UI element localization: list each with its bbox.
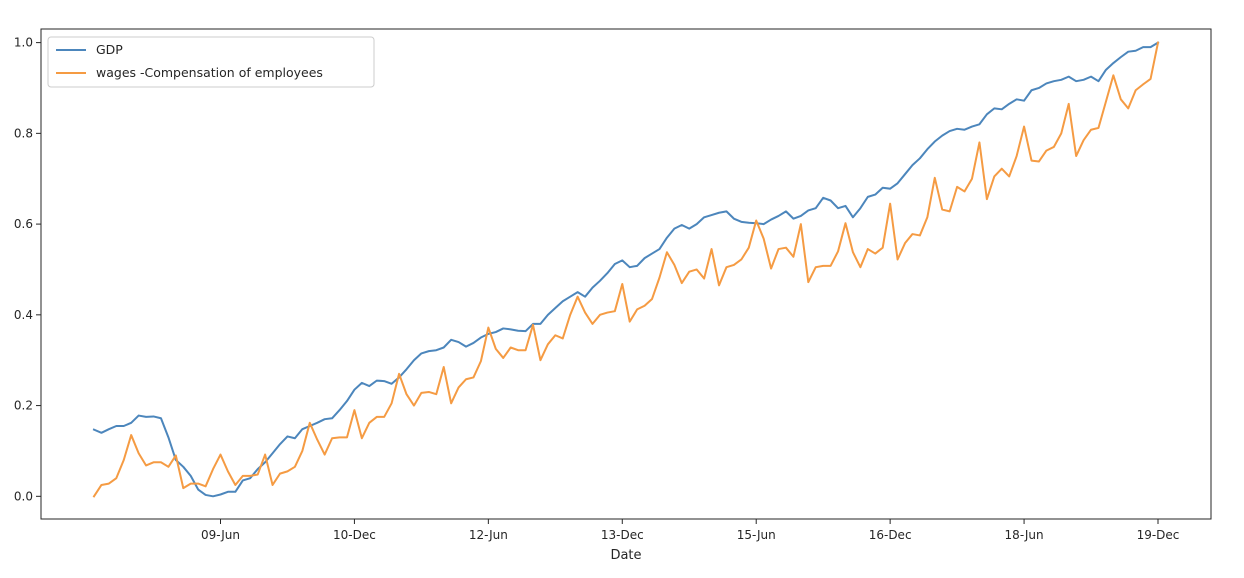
x-tick-label: 18-Jun bbox=[1005, 528, 1044, 542]
x-tick-label: 15-Jun bbox=[737, 528, 776, 542]
y-tick-label: 0.6 bbox=[14, 217, 33, 231]
legend: GDP wages -Compensation of employees bbox=[47, 36, 375, 88]
legend-label-gdp: GDP bbox=[96, 42, 123, 57]
x-tick-label: 16-Dec bbox=[869, 528, 912, 542]
x-tick-label: 10-Dec bbox=[333, 528, 376, 542]
x-tick-label: 09-Jun bbox=[201, 528, 240, 542]
y-tick-label: 0.0 bbox=[14, 489, 33, 503]
y-tick-label: 0.2 bbox=[14, 399, 33, 413]
x-axis: 09-Jun 10-Dec 12-Jun 13-Dec 15-Jun 16-Dec 18-J… bbox=[201, 519, 1179, 542]
y-axis: 0.0 0.2 0.4 0.6 0.8 1.0 bbox=[14, 36, 41, 503]
y-tick-label: 1.0 bbox=[14, 36, 33, 50]
plot-frame bbox=[40, 28, 1212, 520]
x-axis-label: Date bbox=[610, 548, 641, 563]
series-line-1 bbox=[92, 41, 1160, 498]
y-tick-label: 0.4 bbox=[14, 308, 33, 322]
series-layer bbox=[92, 41, 1160, 498]
x-tick-label: 12-Jun bbox=[469, 528, 508, 542]
x-tick-label: 13-Dec bbox=[601, 528, 644, 542]
legend-label-wages: wages -Compensation of employees bbox=[96, 65, 323, 80]
series-line-0 bbox=[92, 41, 1160, 498]
y-tick-label: 0.8 bbox=[14, 126, 33, 140]
legend-box bbox=[47, 36, 375, 88]
x-tick-label: 19-Dec bbox=[1137, 528, 1180, 542]
